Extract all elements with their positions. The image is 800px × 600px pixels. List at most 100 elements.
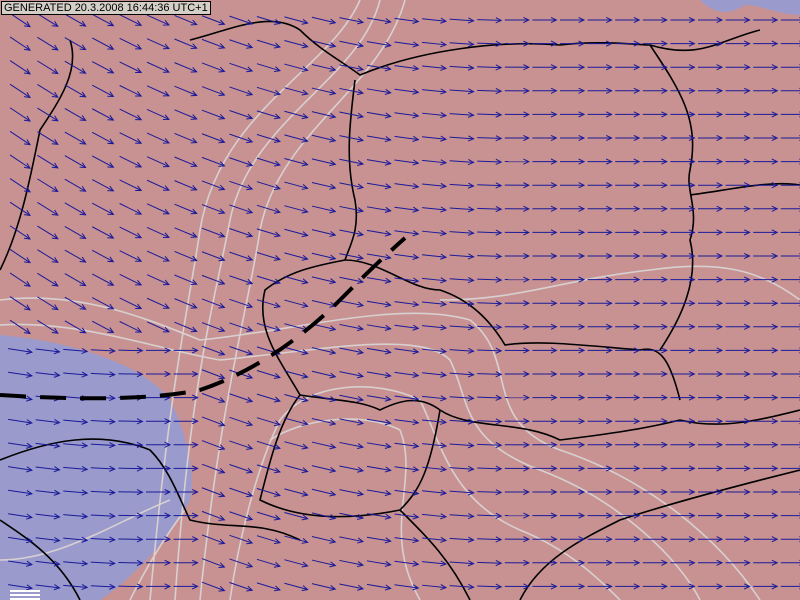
wind-arrow-shaft xyxy=(339,418,364,425)
wind-arrow-shaft xyxy=(64,273,86,287)
wind-arrow-head xyxy=(246,396,254,403)
wind-arrow-shaft xyxy=(422,301,446,305)
wind-arrow xyxy=(670,370,696,378)
wind-arrow xyxy=(311,134,337,143)
wind-arrow-head xyxy=(771,488,779,496)
wind-arrow xyxy=(698,323,724,330)
wind-arrow xyxy=(532,465,558,472)
wind-arrow xyxy=(37,84,59,98)
wind-arrow-head xyxy=(412,560,420,567)
wind-arrow-head xyxy=(301,254,309,261)
wind-arrow-shaft xyxy=(201,180,225,190)
wind-arrow xyxy=(560,465,586,472)
wind-arrow-head xyxy=(329,443,337,450)
wind-arrow xyxy=(9,178,31,193)
wind-arrow-head xyxy=(190,255,198,262)
wind-arrow xyxy=(339,40,365,48)
wind-arrow-shaft xyxy=(256,464,281,473)
wind-arrow-shaft xyxy=(256,535,281,544)
wind-arrow-head xyxy=(384,88,392,95)
wind-arrow-head xyxy=(440,466,448,473)
wind-arrow xyxy=(311,181,337,190)
wind-arrow-shaft xyxy=(9,107,31,122)
wind-arrow xyxy=(9,154,31,169)
wind-arrow-shaft xyxy=(9,36,31,51)
wind-arrow-head xyxy=(495,371,503,378)
wind-arrow-shaft xyxy=(119,37,142,50)
wind-arrow xyxy=(146,61,170,73)
wind-arrow-shaft xyxy=(37,249,59,263)
wind-arrow xyxy=(532,370,558,378)
wind-arrow-head xyxy=(550,16,558,24)
wind-arrow-head xyxy=(412,277,420,284)
wind-arrow-shaft xyxy=(91,155,114,168)
wind-arrow-head xyxy=(467,347,475,354)
wind-arrow-head xyxy=(384,348,392,355)
wind-arrow-head xyxy=(412,112,420,119)
wind-arrow xyxy=(477,371,503,378)
wind-arrow xyxy=(174,14,198,26)
wind-arrow xyxy=(504,441,530,448)
wind-arrow-head xyxy=(578,300,586,307)
wind-arrow xyxy=(449,513,475,520)
wind-arrow-head xyxy=(743,441,751,448)
wind-arrow xyxy=(642,536,668,543)
wind-arrow-shaft xyxy=(9,178,31,193)
wind-arrow xyxy=(698,229,724,236)
wind-arrow-head xyxy=(135,279,143,286)
wind-arrow xyxy=(753,111,779,118)
wind-arrow-shaft xyxy=(449,561,474,565)
wind-arrow-shaft xyxy=(37,131,59,145)
wind-arrow-shaft xyxy=(366,536,391,542)
wind-arrow-shaft xyxy=(394,206,419,211)
wind-arrow xyxy=(504,252,530,260)
wind-arrow xyxy=(587,441,613,448)
wind-arrow-head xyxy=(495,87,503,95)
wind-arrow-head xyxy=(246,255,254,262)
wind-arrow-head xyxy=(246,66,254,73)
wind-arrow-shaft xyxy=(201,204,225,214)
wind-arrow-shaft xyxy=(366,395,391,401)
wind-arrow-head xyxy=(495,512,503,519)
wind-arrow-head xyxy=(109,512,116,520)
wind-arrow xyxy=(311,441,337,450)
wind-arrow-head xyxy=(53,418,61,426)
wind-arrow xyxy=(35,371,61,378)
wind-arrow-head xyxy=(164,559,172,566)
wind-arrow xyxy=(449,583,475,590)
wind-arrow xyxy=(422,371,448,378)
wind-arrow xyxy=(477,135,503,142)
wind-arrow xyxy=(753,370,779,378)
wind-arrow-head xyxy=(633,347,641,354)
wind-arrow-head xyxy=(384,41,392,48)
wind-arrow xyxy=(394,301,420,308)
wind-arrow-head xyxy=(273,184,281,191)
wind-arrow xyxy=(422,348,448,355)
wind-arrow-head xyxy=(495,158,503,165)
wind-arrow xyxy=(394,584,420,591)
wind-arrow-head xyxy=(246,184,254,191)
wind-arrow xyxy=(698,559,724,566)
wind-arrow-shaft xyxy=(63,443,88,447)
wind-arrow-head xyxy=(301,207,309,214)
wind-arrow xyxy=(91,131,115,145)
wind-arrow-shaft xyxy=(339,512,364,519)
wind-arrow-head xyxy=(688,300,696,307)
wind-arrow-head xyxy=(51,280,59,287)
wind-arrow-shaft xyxy=(256,558,281,567)
legend-icon[interactable] xyxy=(10,590,40,600)
wind-arrow-head xyxy=(467,159,475,166)
wind-arrow-head xyxy=(357,254,365,261)
wind-arrow xyxy=(366,442,392,449)
wind-arrow-head xyxy=(218,184,226,191)
wind-arrow-head xyxy=(246,349,254,356)
wind-arrow-head xyxy=(578,418,586,425)
wind-arrow-head xyxy=(605,16,613,24)
wind-arrow-shaft xyxy=(311,394,336,401)
wind-arrow-shaft xyxy=(201,86,225,96)
wind-arrow xyxy=(366,64,392,72)
wind-arrow-head xyxy=(273,467,281,474)
wind-arrow xyxy=(366,182,392,190)
wind-arrow-shaft xyxy=(229,393,253,402)
